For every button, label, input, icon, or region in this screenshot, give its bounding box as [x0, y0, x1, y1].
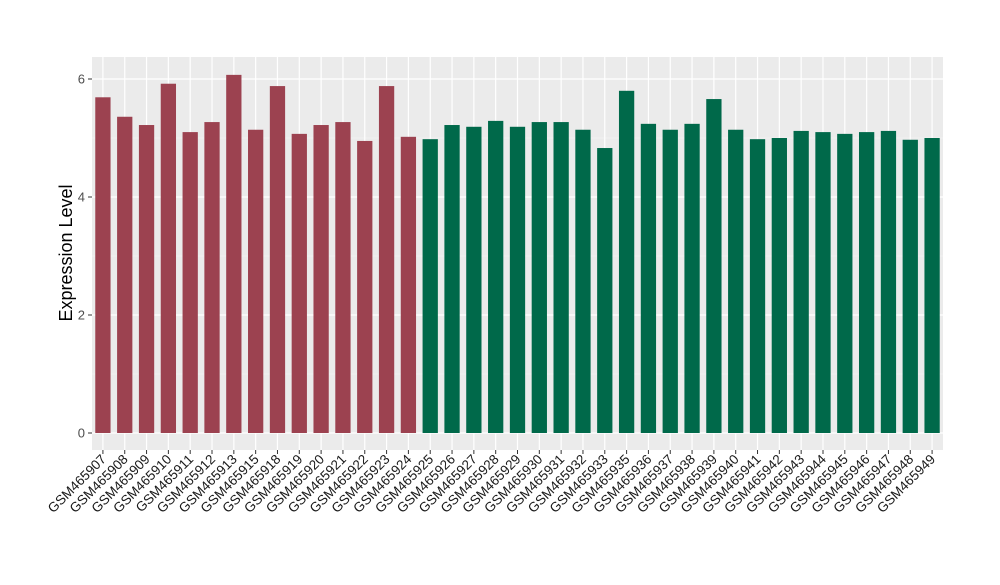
bar-GSM465943: [793, 130, 809, 434]
bar-GSM465923: [378, 86, 395, 433]
bar-GSM465913: [226, 74, 242, 434]
bar-GSM465924: [400, 136, 417, 433]
y-axis: 0 2 4 6: [78, 72, 92, 441]
bar-GSM465944: [815, 132, 831, 433]
bar-GSM465941: [749, 139, 766, 433]
bar-GSM465920: [313, 125, 329, 434]
bar-GSM465921: [335, 122, 351, 433]
bar-GSM465915: [248, 129, 264, 434]
bar-GSM465918: [269, 86, 286, 433]
bar-GSM465946: [858, 132, 875, 433]
bar-GSM465945: [837, 133, 853, 433]
bar-GSM465932: [575, 129, 591, 434]
bar-GSM465939: [706, 99, 722, 433]
y-tick-label: 0: [78, 426, 85, 441]
bar-GSM465937: [662, 129, 678, 434]
bars: [95, 74, 940, 434]
bar-GSM465928: [488, 120, 504, 433]
bar-GSM465935: [618, 90, 635, 434]
bar-GSM465907: [95, 97, 111, 433]
bar-GSM465942: [771, 138, 787, 433]
bar-GSM465931: [553, 122, 569, 433]
bar-GSM465948: [902, 139, 918, 433]
bar-GSM465936: [640, 123, 657, 433]
x-axis: GSM465907GSM465908GSM465909GSM465910GSM4…: [45, 450, 938, 516]
bar-GSM465949: [924, 138, 940, 433]
bar-GSM465910: [160, 83, 177, 433]
bar-GSM465922: [357, 140, 373, 433]
bar-GSM465919: [291, 133, 307, 433]
bar-GSM465938: [684, 123, 700, 433]
bar-GSM465940: [728, 129, 744, 434]
bar-GSM465908: [117, 116, 133, 433]
y-tick-label: 2: [78, 308, 85, 323]
y-tick-label: 4: [78, 190, 85, 205]
bar-GSM465911: [182, 132, 198, 433]
y-axis-label: Expression Level: [56, 184, 76, 321]
y-tick-label: 6: [78, 72, 85, 87]
bar-GSM465933: [597, 148, 613, 433]
bar-GSM465930: [531, 122, 547, 433]
bar-GSM465947: [880, 130, 897, 434]
bar-GSM465926: [444, 125, 460, 434]
bar-GSM465912: [204, 122, 220, 433]
bar-GSM465927: [466, 126, 482, 433]
bar-GSM465929: [509, 126, 526, 433]
bar-GSM465909: [138, 125, 155, 434]
bar-GSM465925: [422, 139, 438, 433]
